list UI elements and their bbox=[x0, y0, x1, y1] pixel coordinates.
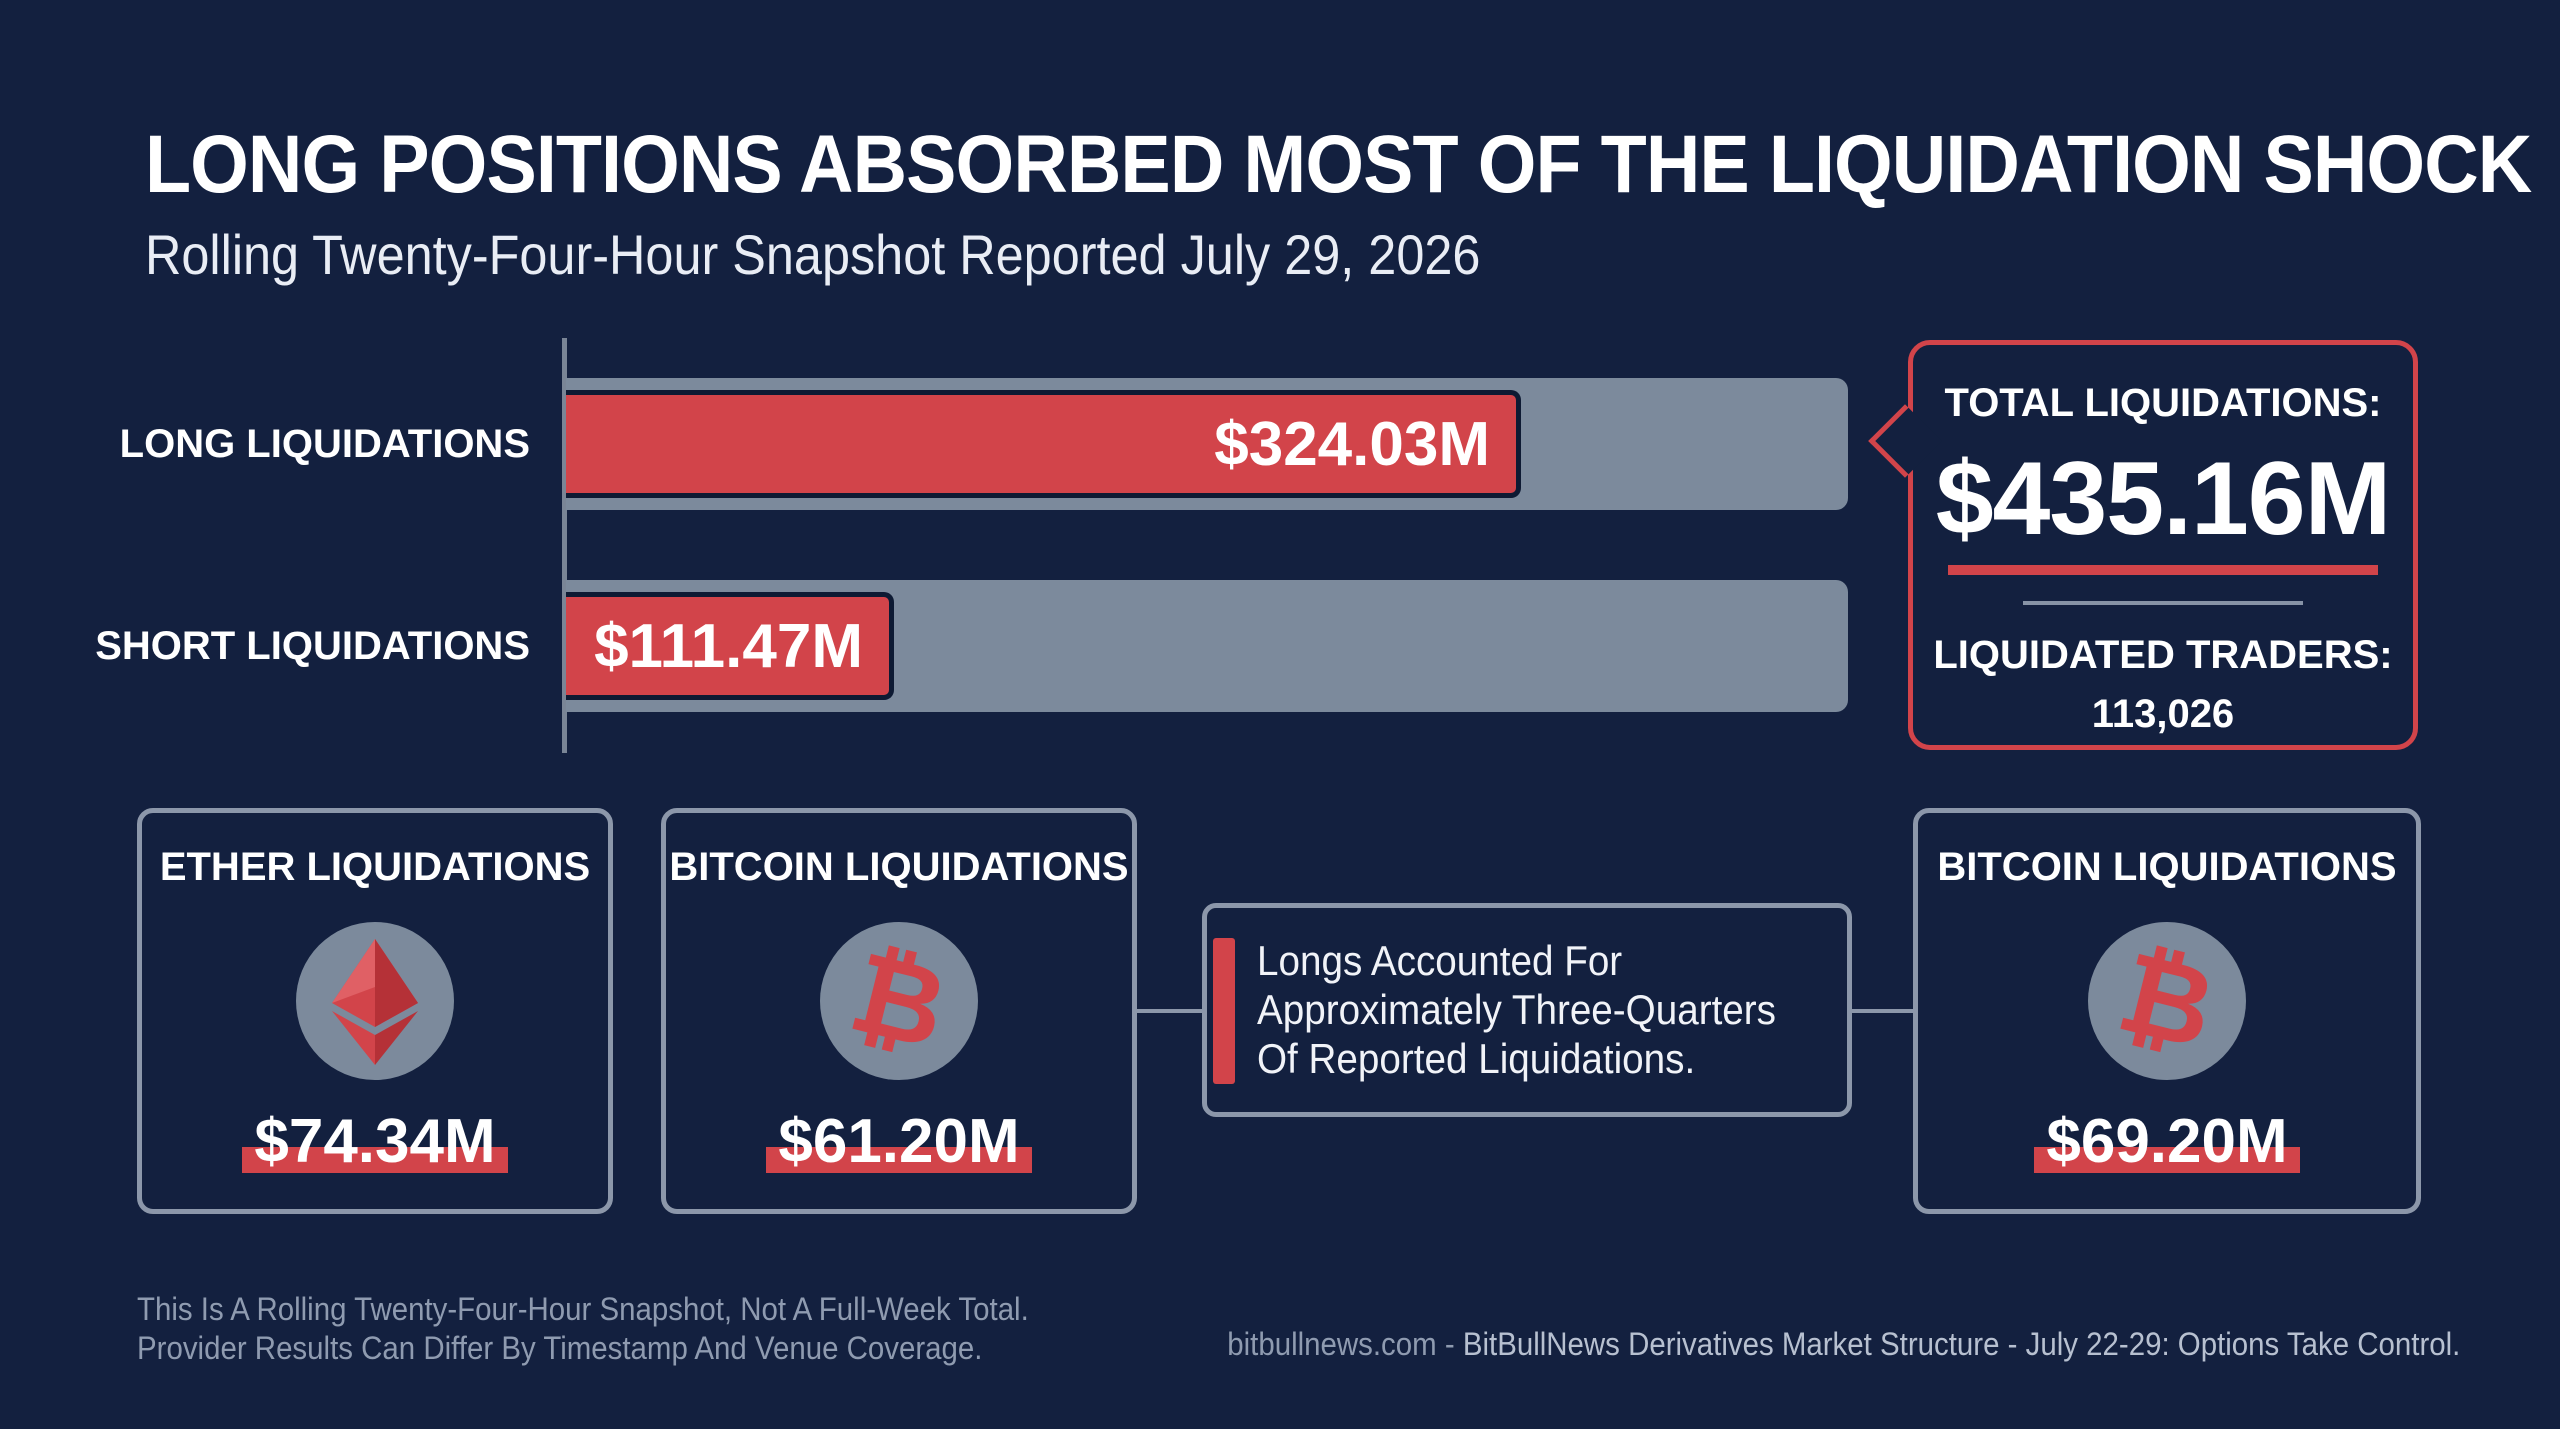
chart-axis-line bbox=[562, 338, 567, 753]
source-credit: bitbullnews.com - BitBullNews Derivative… bbox=[1227, 1326, 2460, 1363]
summary-note-text: Longs Accounted For Approximately Three-… bbox=[1257, 937, 1776, 1082]
connector-line-left bbox=[1137, 1009, 1202, 1013]
total-liquidations-label: TOTAL LIQUIDATIONS: bbox=[1944, 381, 2382, 425]
source-text: BitBullNews Derivatives Market Structure… bbox=[1462, 1326, 2460, 1362]
page-title: LONG POSITIONS ABSORBED MOST OF THE LIQU… bbox=[145, 119, 2532, 210]
bar-label-short: SHORT LIQUIDATIONS bbox=[95, 624, 530, 668]
card-title: BITCOIN LIQUIDATIONS bbox=[1937, 845, 2397, 889]
footnote-line-2: Provider Results Can Differ By Timestamp… bbox=[137, 1330, 983, 1366]
summary-note-box: Longs Accounted For Approximately Three-… bbox=[1202, 903, 1852, 1117]
note-accent-bar bbox=[1213, 938, 1235, 1084]
card-value: $74.34M bbox=[254, 1107, 496, 1176]
bar-long-liquidations: $324.03M bbox=[566, 390, 1521, 498]
footnote: This Is A Rolling Twenty-Four-Hour Snaps… bbox=[137, 1290, 1029, 1368]
bitcoin-liquidations-card-2: BITCOIN LIQUIDATIONS ₿ $69.20M bbox=[1913, 808, 2421, 1214]
bar-value-long: $324.03M bbox=[1214, 409, 1490, 479]
bar-value-short: $111.47M bbox=[594, 611, 863, 681]
connector-line-right bbox=[1852, 1009, 1913, 1013]
total-value-underline bbox=[1948, 565, 2378, 575]
total-liquidations-value: $435.16M bbox=[1935, 441, 2392, 557]
panel-divider bbox=[2023, 601, 2303, 605]
card-value: $69.20M bbox=[2046, 1107, 2288, 1176]
source-site: bitbullnews.com bbox=[1226, 1326, 1437, 1362]
ether-liquidations-card: ETHER LIQUIDATIONS $74.34M bbox=[137, 808, 613, 1214]
value-highlight bbox=[242, 1147, 508, 1173]
source-separator: - bbox=[1436, 1326, 1463, 1362]
footnote-line-1: This Is A Rolling Twenty-Four-Hour Snaps… bbox=[137, 1291, 1029, 1327]
page-subtitle: Rolling Twenty-Four-Hour Snapshot Report… bbox=[145, 223, 1481, 286]
ethereum-icon bbox=[296, 922, 454, 1080]
liquidated-traders-value: 113,026 bbox=[2091, 692, 2235, 736]
bar-short-liquidations: $111.47M bbox=[566, 592, 894, 700]
value-highlight bbox=[2034, 1147, 2300, 1173]
bitcoin-liquidations-card-1: BITCOIN LIQUIDATIONS ₿ $61.20M bbox=[661, 808, 1137, 1214]
card-value: $61.20M bbox=[778, 1107, 1020, 1176]
bitcoin-icon: ₿ bbox=[820, 922, 978, 1080]
bitcoin-icon: ₿ bbox=[2088, 922, 2246, 1080]
liquidated-traders-label: LIQUIDATED TRADERS: bbox=[1933, 633, 2393, 677]
total-liquidations-panel: TOTAL LIQUIDATIONS: $435.16M LIQUIDATED … bbox=[1868, 340, 2418, 750]
card-title: ETHER LIQUIDATIONS bbox=[159, 845, 591, 889]
value-highlight bbox=[766, 1147, 1032, 1173]
card-title: BITCOIN LIQUIDATIONS bbox=[669, 845, 1129, 889]
bar-label-long: LONG LIQUIDATIONS bbox=[119, 422, 530, 466]
